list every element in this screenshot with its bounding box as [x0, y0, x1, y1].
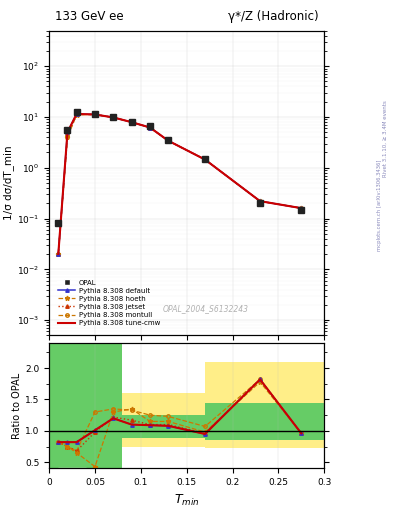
- Text: OPAL_2004_S6132243: OPAL_2004_S6132243: [163, 304, 249, 313]
- X-axis label: $T_{min}$: $T_{min}$: [174, 493, 199, 508]
- Text: Rivet 3.1.10, ≥ 3.4M events: Rivet 3.1.10, ≥ 3.4M events: [383, 100, 388, 177]
- Text: mcplots.cern.ch [arXiv:1306.3436]: mcplots.cern.ch [arXiv:1306.3436]: [377, 159, 382, 250]
- Text: 133 GeV ee: 133 GeV ee: [55, 10, 123, 23]
- Y-axis label: Ratio to OPAL: Ratio to OPAL: [12, 373, 22, 439]
- Y-axis label: 1/σ dσ/dT_min: 1/σ dσ/dT_min: [4, 146, 14, 220]
- Legend: OPAL, Pythia 8.308 default, Pythia 8.308 hoeth, Pythia 8.308 jetset, Pythia 8.30: OPAL, Pythia 8.308 default, Pythia 8.308…: [55, 277, 163, 329]
- Text: γ*/Z (Hadronic): γ*/Z (Hadronic): [228, 10, 319, 23]
